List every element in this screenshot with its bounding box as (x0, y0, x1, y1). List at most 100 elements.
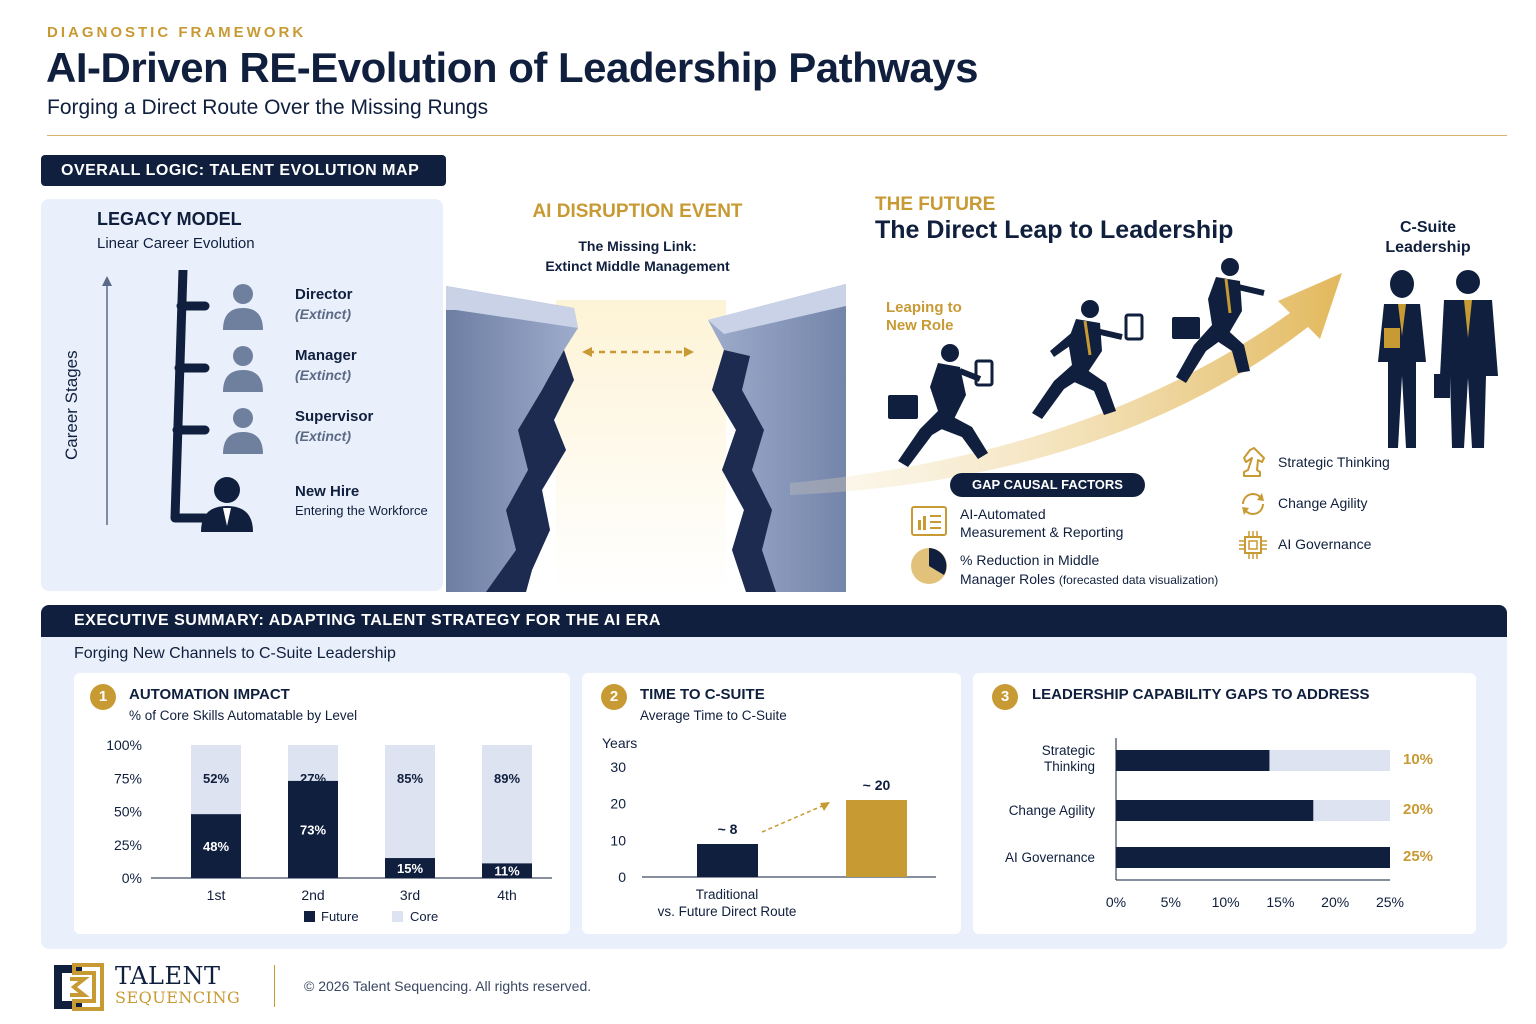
csuite-leaders-graphic (1378, 270, 1498, 448)
male-leader-icon (1434, 270, 1498, 448)
card-2-number: 2 (601, 684, 627, 710)
y-tick-label: 100% (106, 737, 142, 753)
gap-factor-2-note: (forecasted data visualization) (1058, 573, 1219, 587)
x-axis-label-line2: vs. Future Direct Route (658, 904, 797, 919)
bar-core (482, 745, 532, 864)
stage-new-hire-note: Entering the Workforce (295, 503, 428, 518)
disruption-subtitle-1: The Missing Link: (578, 238, 697, 254)
report-icon (911, 506, 947, 536)
time-bar (846, 800, 907, 877)
stage-supervisor-note: (Extinct) (295, 428, 351, 444)
y-tick-label: 50% (114, 804, 142, 820)
legend-core-label: Core (410, 909, 438, 924)
gap-category-label: Thinking (1044, 759, 1095, 774)
bar-core-label: 52% (203, 771, 229, 786)
bar-future-label: 11% (494, 864, 520, 879)
header-divider (47, 135, 1507, 136)
y-tick-label: 30 (610, 759, 626, 775)
career-stages-axis-label: Career Stages (62, 350, 81, 460)
x-tick-label: 25% (1376, 894, 1404, 910)
time-to-csuite-chart: Years 0 10 20 30 ~ 8 ~ 20 Traditional vs. Future… (602, 735, 936, 919)
legend-future-label: Future (321, 909, 359, 924)
legacy-title: LEGACY MODEL (97, 209, 242, 229)
career-ladder-graphic (102, 270, 263, 532)
footer-divider (274, 965, 275, 1007)
legend-core-swatch (392, 911, 403, 922)
gap-factor-2-line1: % Reduction in Middle (960, 552, 1100, 568)
disruption-title: AI DISRUPTION EVENT (532, 201, 743, 222)
card-1-number: 1 (90, 684, 116, 710)
y-tick-label: 20 (610, 796, 626, 812)
exec-subtitle: Forging New Channels to C-Suite Leadersh… (74, 645, 396, 662)
logic-section-tab: OVERALL LOGIC: TALENT EVOLUTION MAP (41, 155, 446, 186)
x-tick-label: 4th (497, 887, 516, 903)
legacy-subtitle: Linear Career Evolution (97, 235, 255, 252)
bar-future (482, 863, 532, 878)
chasm-graphic (446, 284, 846, 592)
capability-change-agility: Change Agility (1278, 495, 1368, 511)
card-3-number: 3 (992, 684, 1018, 710)
gap-value-label: 20% (1403, 801, 1433, 818)
automation-impact-subtitle: % of Core Skills Automatable by Level (129, 708, 358, 723)
gap-factor-1-line1: AI-Automated (960, 506, 1046, 522)
future-title: The Direct Leap to Leadership (875, 216, 1234, 244)
csuite-label: C-Suite Leadership (1385, 219, 1471, 256)
capability-strategic-thinking: Strategic Thinking (1278, 454, 1390, 470)
automation-impact-title: AUTOMATION IMPACT (129, 686, 290, 703)
leap-label: Leaping to New Role (886, 299, 962, 334)
bar-core-label: 85% (397, 771, 423, 786)
y-tick-label: 10 (610, 832, 626, 848)
automation-impact-chart: 0% 25% 50% 75% 100% 52% 48% 1st 27% 73% 2nd 85% 15% 3… (106, 737, 552, 924)
capability-ai-governance: AI Governance (1278, 536, 1372, 552)
capability-gaps-title: LEADERSHIP CAPABILITY GAPS TO ADDRESS (1032, 686, 1370, 703)
bar-core-label: 89% (494, 771, 520, 786)
gap-factor-2-line2: Manager Roles (forecasted data visualiza… (960, 570, 1218, 589)
y-axis-title: Years (602, 735, 637, 751)
runner-3-icon (1172, 258, 1265, 383)
x-tick-label: 3rd (400, 887, 420, 903)
gap-value-label: 25% (1403, 848, 1433, 865)
future-eyebrow: THE FUTURE (875, 194, 996, 215)
stage-supervisor-label: Supervisor (295, 408, 374, 425)
pie-chart-icon (911, 548, 947, 584)
time-bar-label: ~ 20 (863, 777, 891, 793)
footer-brand-line2: SEQUENCING (115, 988, 241, 1007)
stage-director-note: (Extinct) (295, 306, 351, 322)
gap-value-label: 10% (1403, 751, 1433, 768)
bar-future-label: 48% (203, 839, 229, 854)
gap-bar (1116, 847, 1390, 868)
footer-brand-line1: TALENT (115, 962, 221, 990)
gap-factors-title: GAP CAUSAL FACTORS (950, 473, 1145, 497)
eyebrow: DIAGNOSTIC FRAMEWORK (47, 24, 307, 41)
gap-category-label: AI Governance (1005, 850, 1095, 865)
supervisor-person-icon (223, 408, 263, 454)
time-to-csuite-title: TIME TO C-SUITE (640, 686, 765, 703)
x-tick-label: 1st (207, 887, 226, 903)
time-bar-label: ~ 8 (718, 821, 738, 837)
stage-manager-note: (Extinct) (295, 367, 351, 383)
y-tick-label: 0 (618, 869, 626, 885)
footer-copyright: © 2026 Talent Sequencing. All rights res… (304, 978, 592, 994)
x-tick-label: 15% (1266, 894, 1294, 910)
legend-future-swatch (304, 911, 315, 922)
bar-future-label: 73% (300, 822, 326, 837)
bar-core (385, 745, 435, 859)
talent-sequencing-logo (54, 963, 104, 1011)
bar-future (288, 780, 338, 878)
y-tick-label: 75% (114, 770, 142, 786)
exec-section-tab: EXECUTIVE SUMMARY: ADAPTING TALENT STRAT… (41, 605, 1507, 637)
director-person-icon (223, 284, 263, 330)
time-to-csuite-subtitle: Average Time to C-Suite (640, 708, 787, 723)
stage-director-label: Director (295, 286, 353, 303)
x-axis-label-line1: Traditional (696, 887, 759, 902)
gap-category-label: Change Agility (1009, 803, 1096, 818)
bar-core-label: 27% (300, 771, 326, 786)
x-tick-label: 10% (1212, 894, 1240, 910)
bar-future-label: 15% (397, 861, 423, 876)
x-tick-label: 20% (1321, 894, 1349, 910)
gap-factor-1-line2: Measurement & Reporting (960, 524, 1124, 540)
new-hire-person-icon (201, 477, 253, 532)
x-tick-label: 2nd (301, 887, 324, 903)
gap-category-label: Strategic (1042, 743, 1096, 758)
